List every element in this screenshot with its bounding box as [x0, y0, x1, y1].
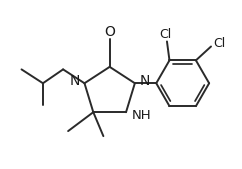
Text: NH: NH — [132, 110, 151, 123]
Text: Cl: Cl — [159, 28, 172, 41]
Text: Cl: Cl — [213, 38, 225, 51]
Text: N: N — [70, 74, 80, 88]
Text: O: O — [104, 25, 115, 39]
Text: N: N — [139, 74, 150, 88]
